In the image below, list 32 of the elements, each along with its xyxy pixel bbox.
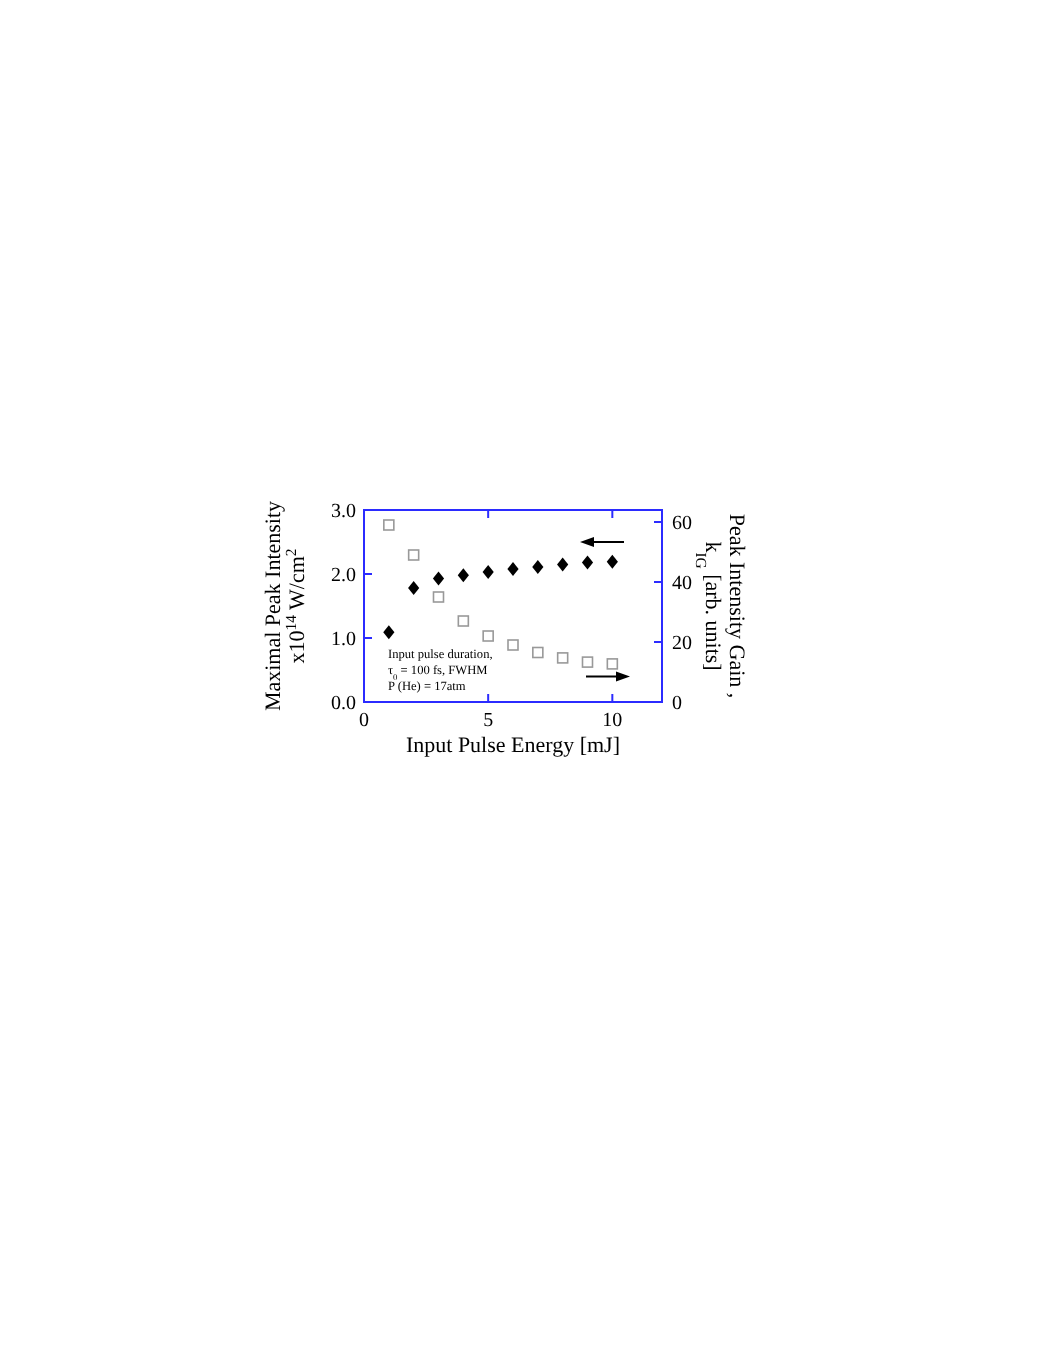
point	[457, 568, 469, 583]
point	[606, 554, 618, 569]
x-tick-label: 10	[602, 710, 623, 732]
y2-tick-label: 40	[672, 573, 692, 595]
y-tick-label: 0.0	[331, 693, 356, 715]
point	[606, 658, 619, 670]
y-tick-label: 2.0	[331, 565, 356, 587]
point	[532, 646, 544, 659]
point	[507, 639, 519, 651]
point	[482, 565, 494, 580]
point	[432, 591, 445, 603]
point	[532, 559, 544, 574]
y2-tick-label: 60	[672, 513, 692, 535]
x-axis-title: Input Pulse Energy [mJ]	[405, 734, 621, 758]
point	[408, 581, 420, 596]
x-tick-label: 5	[483, 710, 494, 732]
point	[557, 557, 569, 572]
x-tick-label: 0	[359, 710, 369, 732]
point	[383, 625, 395, 640]
y2-tick-label: 20	[672, 633, 692, 655]
y-tick-label: 1.0	[331, 629, 356, 651]
y-tick-label: 3.0	[331, 501, 356, 523]
y2-tick-label: 0	[672, 693, 682, 715]
point	[581, 656, 594, 668]
point	[407, 549, 420, 561]
point	[457, 615, 470, 627]
point	[581, 555, 594, 570]
point	[383, 519, 395, 531]
point	[507, 561, 519, 576]
point	[556, 652, 569, 664]
point	[432, 571, 445, 586]
point	[482, 630, 494, 642]
